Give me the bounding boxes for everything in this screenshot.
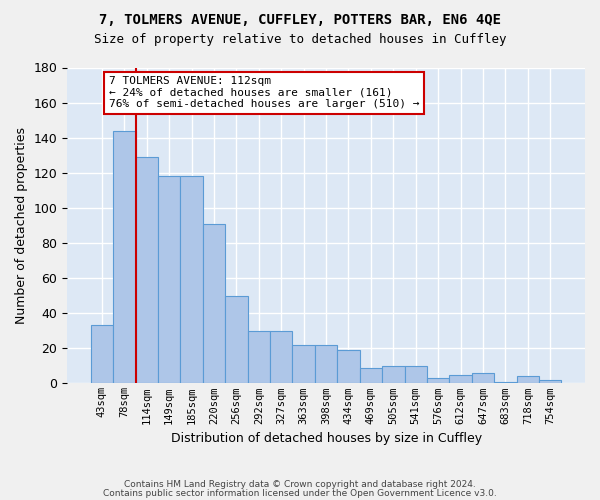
- Bar: [292, 345, 315, 384]
- Bar: [158, 176, 181, 384]
- Bar: [427, 378, 449, 384]
- Bar: [337, 350, 360, 384]
- Text: Size of property relative to detached houses in Cuffley: Size of property relative to detached ho…: [94, 32, 506, 46]
- Bar: [315, 345, 337, 384]
- Bar: [382, 366, 404, 384]
- Bar: [136, 157, 158, 384]
- Bar: [449, 374, 472, 384]
- Bar: [203, 224, 225, 384]
- Bar: [225, 296, 248, 384]
- Text: 7 TOLMERS AVENUE: 112sqm
← 24% of detached houses are smaller (161)
76% of semi-: 7 TOLMERS AVENUE: 112sqm ← 24% of detach…: [109, 76, 419, 110]
- Bar: [472, 373, 494, 384]
- Bar: [494, 382, 517, 384]
- Bar: [113, 130, 136, 384]
- Text: Contains public sector information licensed under the Open Government Licence v3: Contains public sector information licen…: [103, 488, 497, 498]
- X-axis label: Distribution of detached houses by size in Cuffley: Distribution of detached houses by size …: [170, 432, 482, 445]
- Text: Contains HM Land Registry data © Crown copyright and database right 2024.: Contains HM Land Registry data © Crown c…: [124, 480, 476, 489]
- Bar: [91, 326, 113, 384]
- Bar: [404, 366, 427, 384]
- Bar: [539, 380, 562, 384]
- Bar: [248, 330, 270, 384]
- Bar: [517, 376, 539, 384]
- Bar: [270, 330, 292, 384]
- Bar: [360, 368, 382, 384]
- Y-axis label: Number of detached properties: Number of detached properties: [15, 127, 28, 324]
- Bar: [181, 176, 203, 384]
- Text: 7, TOLMERS AVENUE, CUFFLEY, POTTERS BAR, EN6 4QE: 7, TOLMERS AVENUE, CUFFLEY, POTTERS BAR,…: [99, 12, 501, 26]
